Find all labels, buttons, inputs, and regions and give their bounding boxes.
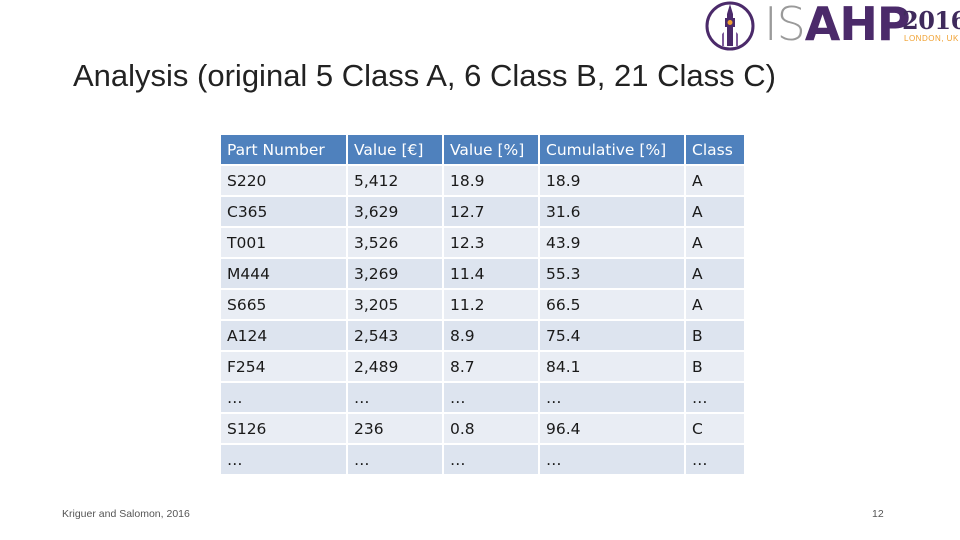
cell-class: A	[686, 290, 744, 319]
cell-value-eur: 236	[348, 414, 442, 443]
cell-value-pct: 8.7	[444, 352, 538, 381]
cell-value-eur: …	[348, 445, 442, 474]
cell-part-number: …	[221, 383, 346, 412]
cell-part-number: C365	[221, 197, 346, 226]
cell-value-pct: 8.9	[444, 321, 538, 350]
header-value-pct: Value [%]	[444, 135, 538, 164]
cell-cumulative-pct: 84.1	[540, 352, 684, 381]
cell-value-eur: 3,629	[348, 197, 442, 226]
table-row: … … … … …	[221, 383, 744, 412]
cell-value-pct: 12.7	[444, 197, 538, 226]
cell-cumulative-pct: …	[540, 383, 684, 412]
cell-cumulative-pct: 66.5	[540, 290, 684, 319]
cell-value-pct: 18.9	[444, 166, 538, 195]
cell-part-number: T001	[221, 228, 346, 257]
cell-cumulative-pct: 96.4	[540, 414, 684, 443]
cell-value-eur: 3,205	[348, 290, 442, 319]
cell-cumulative-pct: 18.9	[540, 166, 684, 195]
cell-value-pct: 11.2	[444, 290, 538, 319]
header-class: Class	[686, 135, 744, 164]
cell-value-pct: 0.8	[444, 414, 538, 443]
cell-class: A	[686, 197, 744, 226]
cell-value-eur: 3,526	[348, 228, 442, 257]
table-row: S665 3,205 11.2 66.5 A	[221, 290, 744, 319]
london-tower-emblem-icon	[705, 1, 755, 51]
cell-value-eur: 2,543	[348, 321, 442, 350]
table-row: M444 3,269 11.4 55.3 A	[221, 259, 744, 288]
cell-value-pct: …	[444, 383, 538, 412]
logo-wordmark: ISAHP	[764, 0, 911, 51]
cell-part-number: A124	[221, 321, 346, 350]
logo-is-text: IS	[764, 0, 806, 51]
cell-class: A	[686, 259, 744, 288]
logo-city: LONDON, UK	[904, 34, 959, 43]
cell-value-pct: 12.3	[444, 228, 538, 257]
cell-cumulative-pct: …	[540, 445, 684, 474]
cell-part-number: S126	[221, 414, 346, 443]
cell-cumulative-pct: 75.4	[540, 321, 684, 350]
table-row: F254 2,489 8.7 84.1 B	[221, 352, 744, 381]
header-part-number: Part Number	[221, 135, 346, 164]
cell-class: B	[686, 352, 744, 381]
cell-part-number: S665	[221, 290, 346, 319]
table-header-row: Part Number Value [€] Value [%] Cumulati…	[221, 135, 744, 164]
cell-value-eur: 2,489	[348, 352, 442, 381]
table-row: S220 5,412 18.9 18.9 A	[221, 166, 744, 195]
table-row: T001 3,526 12.3 43.9 A	[221, 228, 744, 257]
cell-class: B	[686, 321, 744, 350]
logo-ahp-text: AHP	[804, 0, 911, 51]
cell-class: …	[686, 445, 744, 474]
abc-analysis-table: Part Number Value [€] Value [%] Cumulati…	[219, 133, 746, 476]
cell-part-number: F254	[221, 352, 346, 381]
cell-part-number: M444	[221, 259, 346, 288]
cell-cumulative-pct: 55.3	[540, 259, 684, 288]
cell-class: A	[686, 166, 744, 195]
table-row: A124 2,543 8.9 75.4 B	[221, 321, 744, 350]
cell-part-number: S220	[221, 166, 346, 195]
table-row: C365 3,629 12.7 31.6 A	[221, 197, 744, 226]
slide-title: Analysis (original 5 Class A, 6 Class B,…	[73, 58, 776, 93]
cell-cumulative-pct: 43.9	[540, 228, 684, 257]
footer-citation: Kriguer and Salomon, 2016	[62, 508, 190, 520]
cell-class: …	[686, 383, 744, 412]
header-cumulative-pct: Cumulative [%]	[540, 135, 684, 164]
cell-value-pct: …	[444, 445, 538, 474]
cell-value-eur: 3,269	[348, 259, 442, 288]
cell-value-eur: 5,412	[348, 166, 442, 195]
cell-value-eur: …	[348, 383, 442, 412]
cell-cumulative-pct: 31.6	[540, 197, 684, 226]
table-row: … … … … …	[221, 445, 744, 474]
cell-class: C	[686, 414, 744, 443]
cell-class: A	[686, 228, 744, 257]
page-number: 12	[872, 508, 884, 520]
table-row: S126 236 0.8 96.4 C	[221, 414, 744, 443]
cell-part-number: …	[221, 445, 346, 474]
logo-year: 2016	[902, 6, 960, 35]
cell-value-pct: 11.4	[444, 259, 538, 288]
isahp-2016-logo: ISAHP 2016 LONDON, UK	[700, 0, 960, 52]
header-value-eur: Value [€]	[348, 135, 442, 164]
